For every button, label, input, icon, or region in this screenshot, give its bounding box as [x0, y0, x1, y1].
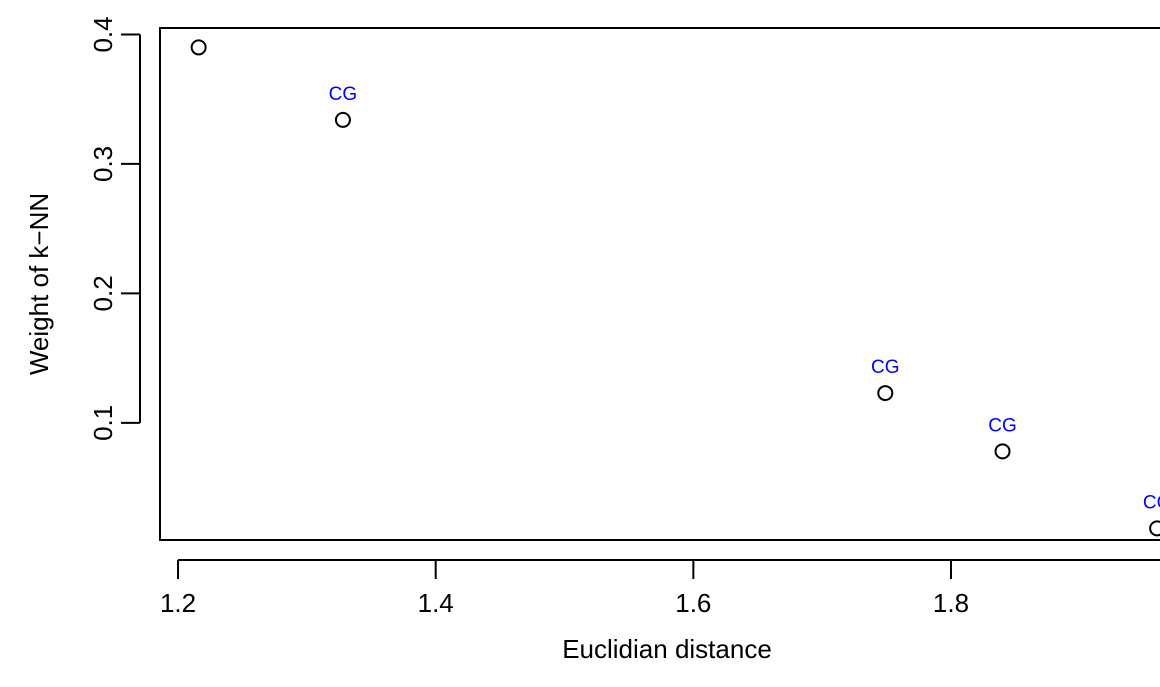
x-tick-label: 1.4 — [418, 588, 454, 618]
y-axis: 0.1 0.2 0.3 0.4 — [88, 16, 141, 441]
y-tick-label: 0.4 — [88, 16, 118, 52]
y-tick-label: 0.2 — [88, 275, 118, 311]
y-tick-label: 0.3 — [88, 146, 118, 182]
y-tick-label: 0.1 — [88, 405, 118, 441]
x-axis: 1.2 1.4 1.6 1.8 — [160, 559, 1160, 618]
point-label: CG — [329, 84, 358, 105]
data-point — [334, 111, 351, 128]
point-label: CG — [871, 357, 900, 378]
data-points: CG CG CG CG — [190, 39, 1160, 537]
plot-frame — [159, 27, 1160, 541]
y-axis-label: Weight of k−NN — [24, 193, 54, 375]
point-label: CG — [988, 415, 1017, 436]
data-point — [1149, 520, 1160, 537]
x-tick-label: 1.8 — [933, 588, 969, 618]
data-point — [994, 443, 1011, 460]
point-label: CG — [1143, 492, 1160, 513]
x-tick-label: 1.2 — [160, 588, 196, 618]
data-point — [877, 385, 894, 402]
x-axis-label: Euclidian distance — [562, 634, 772, 664]
x-tick-label: 1.6 — [675, 588, 711, 618]
data-point — [190, 39, 207, 56]
